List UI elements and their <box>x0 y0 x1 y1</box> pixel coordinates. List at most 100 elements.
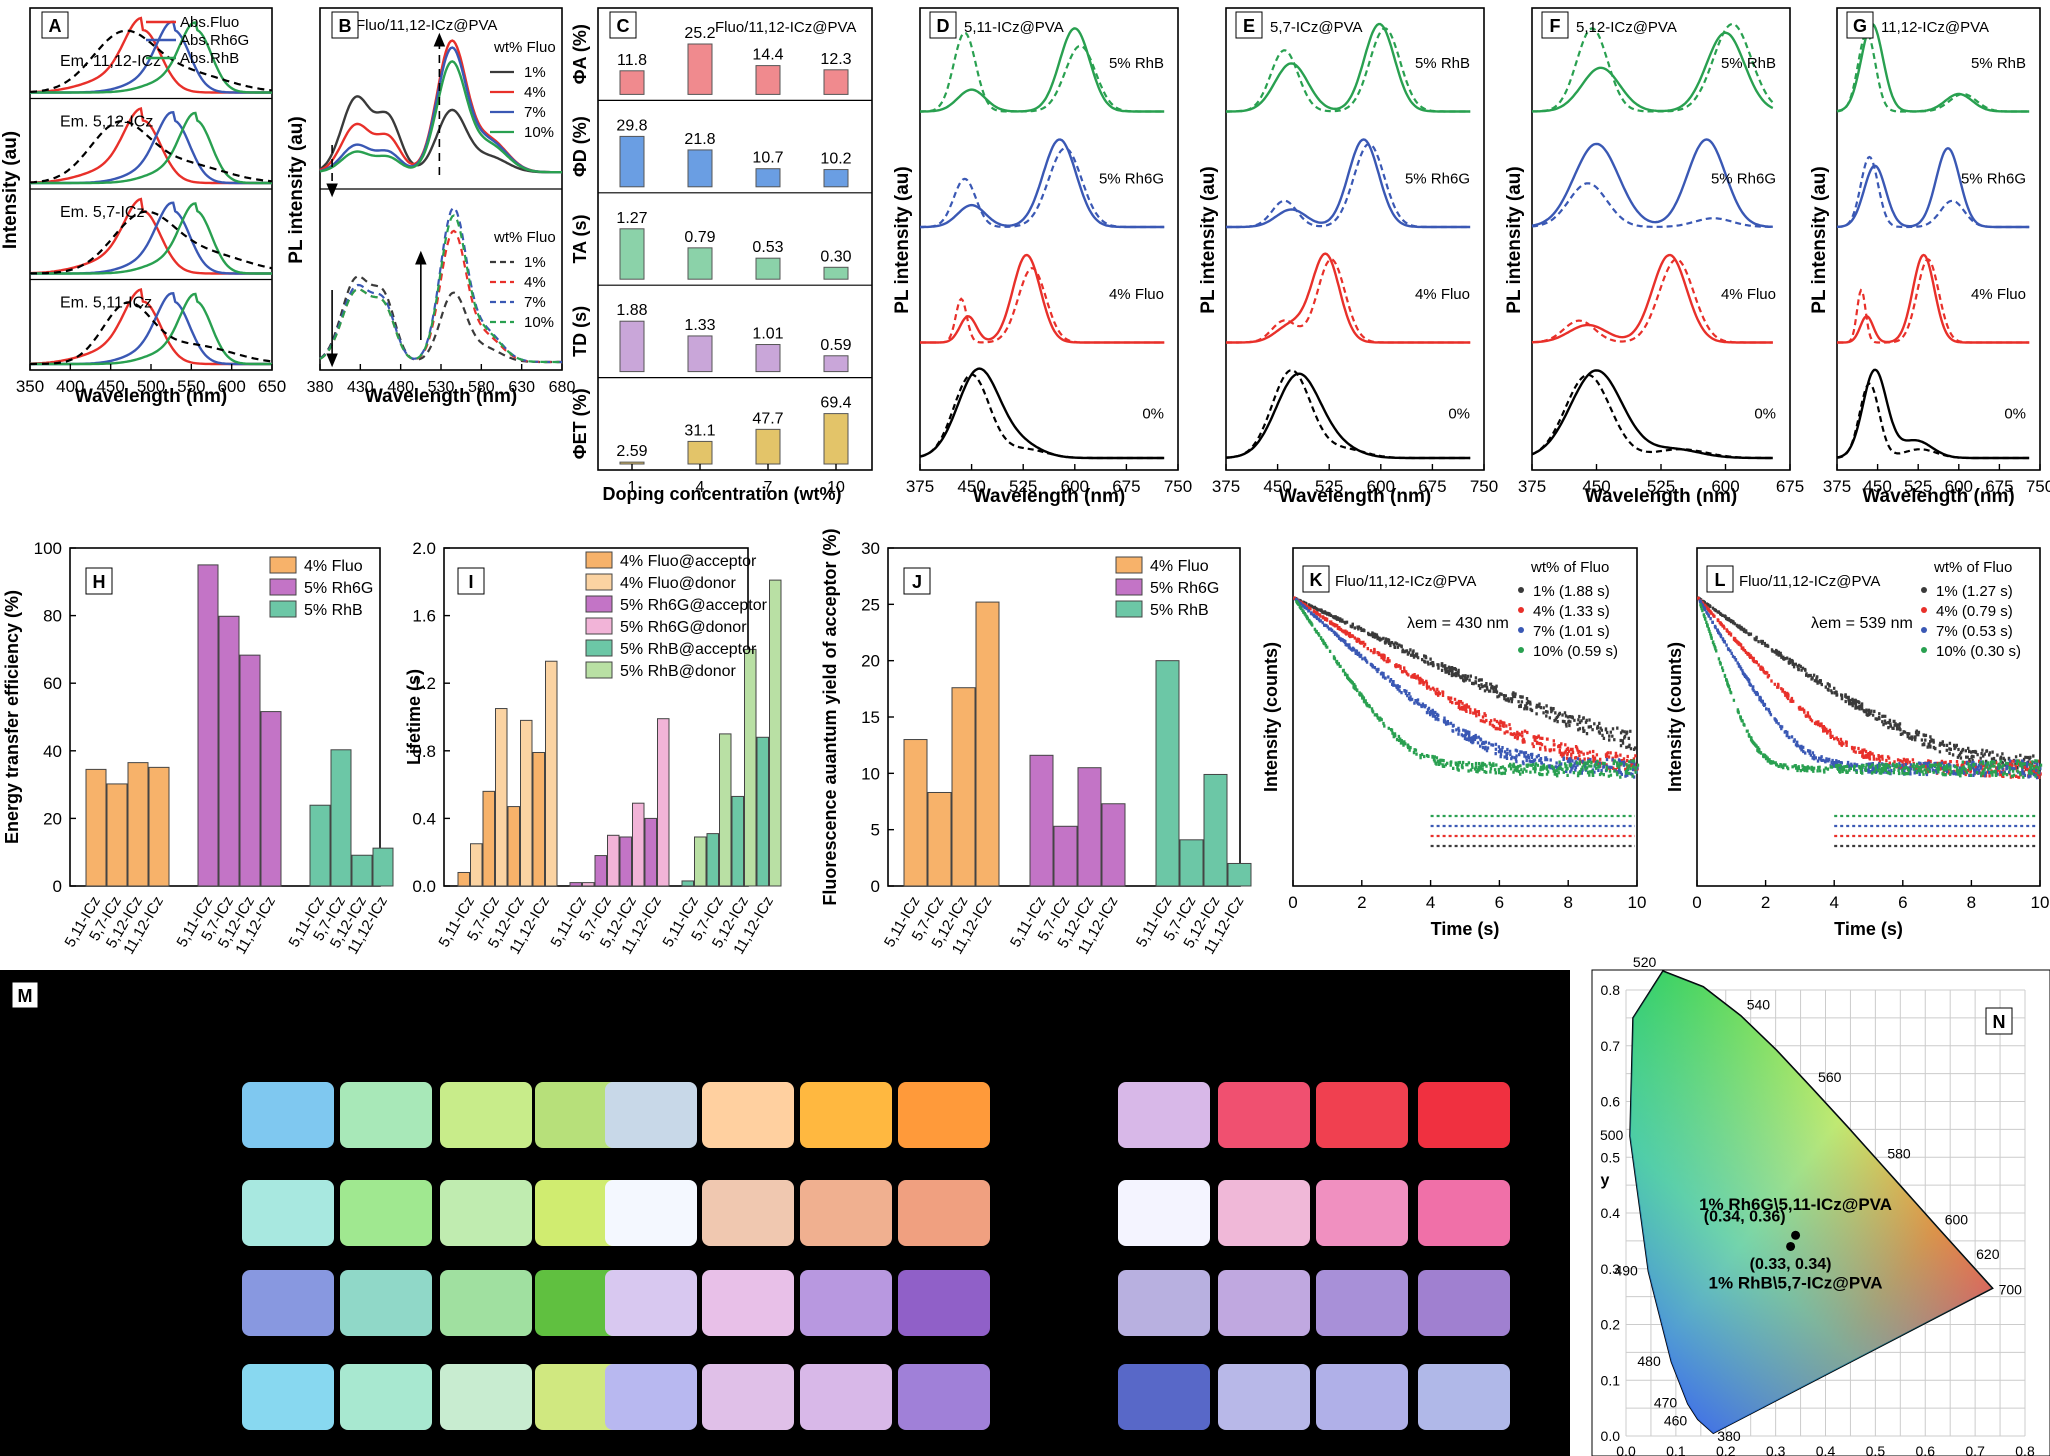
panel-letter-box <box>609 11 637 39</box>
row-label: 11,12-ICz@PVA <box>39 1388 198 1413</box>
wavelength-label: 600 <box>1945 1212 1969 1228</box>
sample-film-5,7-ICz@PVA-5% <box>702 1180 794 1246</box>
pl-dashed-4% Fluo <box>1837 258 2030 344</box>
wavelength-label: 500 <box>1600 1127 1624 1143</box>
x-tick-label: 600 <box>1945 477 1973 496</box>
percent-label: 15% <box>926 1044 970 1069</box>
sample-film-5,7-ICz@PVA-10% <box>800 1180 892 1246</box>
series-label: 5% Rh6G <box>1961 171 2026 188</box>
bar-5% Rh6G@donor-5,7-ICz <box>607 834 620 887</box>
pl-dashed-0% <box>1531 373 1773 460</box>
bar-4% Fluo-5,12-ICz <box>951 687 976 887</box>
bar-5% Rh6G@acceptor-5,7-ICz <box>594 855 607 887</box>
legend-entry: 5% Rh6G <box>304 580 373 597</box>
y-tick-label: 0.3 <box>1601 1261 1621 1277</box>
sample-film-5,12-ICz@PVA-1% <box>605 1270 697 1336</box>
legend-entry: 4% <box>524 274 546 291</box>
y-tick-label: 0.8 <box>1601 982 1621 998</box>
y-axis-label: PL intensity (au) <box>1504 166 1525 313</box>
y-tick-label: 5 <box>871 821 880 840</box>
row-label: ΦET (%) <box>570 388 590 459</box>
panel-letter: H <box>93 572 106 592</box>
pl-solid-5% RhB <box>1532 31 1774 113</box>
x-tick-label: 375 <box>1212 477 1240 496</box>
bar-value-label: 10.2 <box>820 151 851 168</box>
arrowhead <box>433 32 446 47</box>
x-tick-label: 480 <box>387 379 414 396</box>
panel-l: 0 2 4 6 8 10 L Fluo/11,12-ICz@PVA λem = 539 nm wt… <box>1665 547 2049 939</box>
plot-frame <box>1836 7 2041 471</box>
bar-ΦET (%)-7 <box>755 428 781 465</box>
legend-swatch <box>269 578 297 596</box>
legend-entry: 7% (1.01 s) <box>1533 623 1610 640</box>
bar-value-label: 11.8 <box>617 52 647 69</box>
legend-entry: 7% <box>524 104 546 121</box>
bar-4% Fluo-5,11-ICz <box>903 739 928 887</box>
bar-5% Rh6G@acceptor-5,12-ICz <box>619 836 632 887</box>
pl-dashed-0% <box>1836 382 2030 460</box>
sample-film-5,12-ICz@PVA-10% <box>1316 1270 1408 1336</box>
x-tick-label: 350 <box>16 377 44 396</box>
panel-letter: B <box>339 16 352 36</box>
sample-film-5,12-ICz@PVA-5% <box>1218 1270 1310 1336</box>
y-tick-label: 20 <box>43 809 62 828</box>
x-tick-label: 8 <box>1563 893 1572 912</box>
x-tick-label: 375 <box>906 477 934 496</box>
bar-value-label: 10.7 <box>752 150 783 167</box>
bar-5% RhB@acceptor-5,12-ICz <box>731 795 744 887</box>
x-tick-label: 4 <box>696 479 705 496</box>
x-tick-label: 0.7 <box>1965 1443 1985 1456</box>
legend-entry: 1% (1.88 s) <box>1533 583 1610 600</box>
bar-4% Fluo@donor-11,12-ICz <box>545 660 558 887</box>
sample-film-5,12-ICz@PVA-1% <box>1118 1270 1210 1336</box>
bar-4% Fluo@acceptor-5,7-ICz <box>482 790 495 887</box>
pl-dashed-5% Rh6G <box>1531 182 1773 228</box>
panel-letter-box <box>85 567 113 595</box>
y-axis-label: PL intensity (au) <box>1198 166 1219 313</box>
bar-ΦD (%)-4 <box>687 149 713 188</box>
sample-film-5,11-ICz@PVA-5% <box>702 1082 794 1148</box>
x-tick-label: 450 <box>1263 477 1291 496</box>
percent-label: 10% <box>1344 1044 1388 1069</box>
sample-film-11,12-ICz@PVA-15% <box>898 1364 990 1430</box>
legend-entry: 1% <box>524 64 546 81</box>
x-tick-label: 450 <box>1863 477 1891 496</box>
legend-title: wt% of Fluo <box>1530 559 1609 576</box>
bar-value-label: 47.7 <box>752 410 783 427</box>
x-tick-label: 650 <box>258 377 286 396</box>
arrowhead <box>415 250 427 265</box>
bar-5% RhB@donor-11,12-ICz <box>769 579 782 887</box>
y-tick-label: 80 <box>43 607 62 626</box>
x-tick-label: 580 <box>468 379 495 396</box>
bar-4% Fluo-11,12-ICz <box>148 766 170 887</box>
bar-TA (s)-10 <box>823 266 849 280</box>
bar-value-label: 2.59 <box>616 443 647 460</box>
wavelength-label: 580 <box>1887 1145 1911 1161</box>
legend-marker <box>1921 647 1927 653</box>
panel-j: 0510152025305,11-ICz5,7-ICz5,12-ICz11,12… <box>820 528 1252 957</box>
y-axis-label: Intensity (counts) <box>1261 642 1281 792</box>
legend-entry: 1% (1.27 s) <box>1936 583 2013 600</box>
bar-ΦET (%)-1 <box>619 461 645 465</box>
series-label: 4% Fluo <box>1109 286 1164 303</box>
x-tick-label: 525 <box>1647 477 1675 496</box>
abs-rhb-curve <box>30 21 272 94</box>
x-tick-label: 0.8 <box>2015 1443 2035 1456</box>
bar-TA (s)-4 <box>687 247 713 280</box>
bar-5% Rh6G-5,12-ICz <box>1077 767 1102 887</box>
x-tick-label: 530 <box>428 379 455 396</box>
row-label: 5,12-ICz@PVA <box>44 1294 192 1319</box>
legend-swatch <box>1115 578 1143 596</box>
series-label: 5% Rh6G <box>1711 171 1776 188</box>
x-axis-label: Wavelength (nm) <box>1862 486 2014 507</box>
percent-label: 10% <box>828 1044 872 1069</box>
bar-ΦD (%)-10 <box>823 169 849 188</box>
sample-film-5,12-ICz@PVA-10% <box>800 1270 892 1336</box>
panel-letter-box <box>41 11 69 39</box>
panel-title: 5,11-ICz@PVA <box>964 19 1064 36</box>
bar-5% RhB-5,12-ICz <box>1203 773 1228 887</box>
bar-5% RhB-5,12-ICz <box>351 854 373 887</box>
x-tick-label: 525 <box>1904 477 1932 496</box>
sample-film-11,12-ICz@PVA-7% <box>440 1364 532 1430</box>
legend-marker <box>1921 627 1927 633</box>
